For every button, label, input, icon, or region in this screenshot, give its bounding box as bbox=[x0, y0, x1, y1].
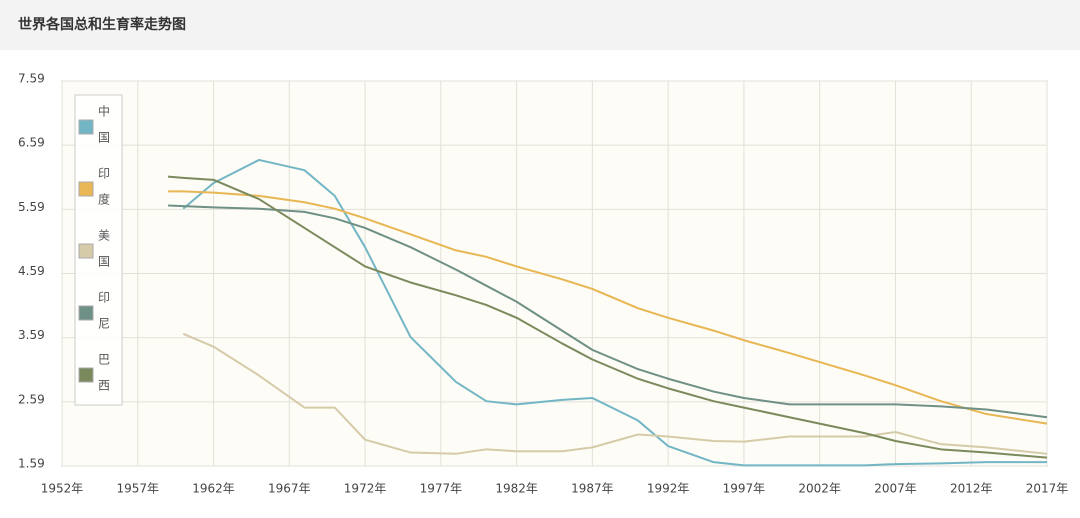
x-tick-label: 1962年 bbox=[192, 482, 235, 496]
line bbox=[182, 158, 1047, 467]
x-tick-label: 1997年 bbox=[723, 482, 766, 496]
x-tick-label: 1977年 bbox=[420, 482, 463, 496]
line bbox=[182, 332, 1048, 455]
y-tick-label: 5.59 bbox=[18, 200, 45, 214]
line bbox=[168, 190, 1048, 425]
legend-label: 巴西 bbox=[97, 353, 111, 405]
x-tick-label: 1967年 bbox=[268, 482, 311, 496]
legend-swatch bbox=[78, 243, 94, 259]
legend-label: 美国 bbox=[97, 229, 111, 281]
y-tick-label: 3.59 bbox=[18, 328, 45, 342]
legend-swatch bbox=[78, 119, 94, 135]
x-tick-label: 2007年 bbox=[874, 482, 917, 496]
header bbox=[0, 0, 1080, 50]
y-tick-label: 2.59 bbox=[18, 392, 45, 406]
legend-swatch bbox=[78, 181, 94, 197]
legend-label: 印度 bbox=[97, 167, 111, 219]
chart-title: 世界各国总和生育率走势图 bbox=[18, 16, 186, 33]
x-tick-label: 2002年 bbox=[798, 482, 841, 496]
y-tick-label: 1.59 bbox=[18, 457, 45, 471]
x-tick-label: 1992年 bbox=[647, 482, 690, 496]
x-tick-label: 1987年 bbox=[571, 482, 614, 496]
line bbox=[167, 175, 1048, 459]
y-tick-label: 6.59 bbox=[18, 136, 45, 150]
legend-label: 中国 bbox=[97, 104, 111, 157]
x-tick-label: 1952年 bbox=[41, 482, 84, 496]
y-tick-label: 7.59 bbox=[18, 72, 45, 86]
x-tick-label: 2017年 bbox=[1026, 482, 1069, 496]
x-tick-label: 2012年 bbox=[950, 482, 993, 496]
x-tick-label: 1982年 bbox=[495, 482, 538, 496]
x-tick-label: 1972年 bbox=[344, 482, 387, 496]
legend-swatch bbox=[78, 305, 94, 321]
line bbox=[168, 204, 1048, 419]
legend-swatch bbox=[78, 367, 94, 383]
x-tick-label: 1957年 bbox=[116, 482, 159, 496]
y-tick-label: 4.59 bbox=[18, 264, 45, 278]
legend-label: 印尼 bbox=[97, 291, 111, 343]
